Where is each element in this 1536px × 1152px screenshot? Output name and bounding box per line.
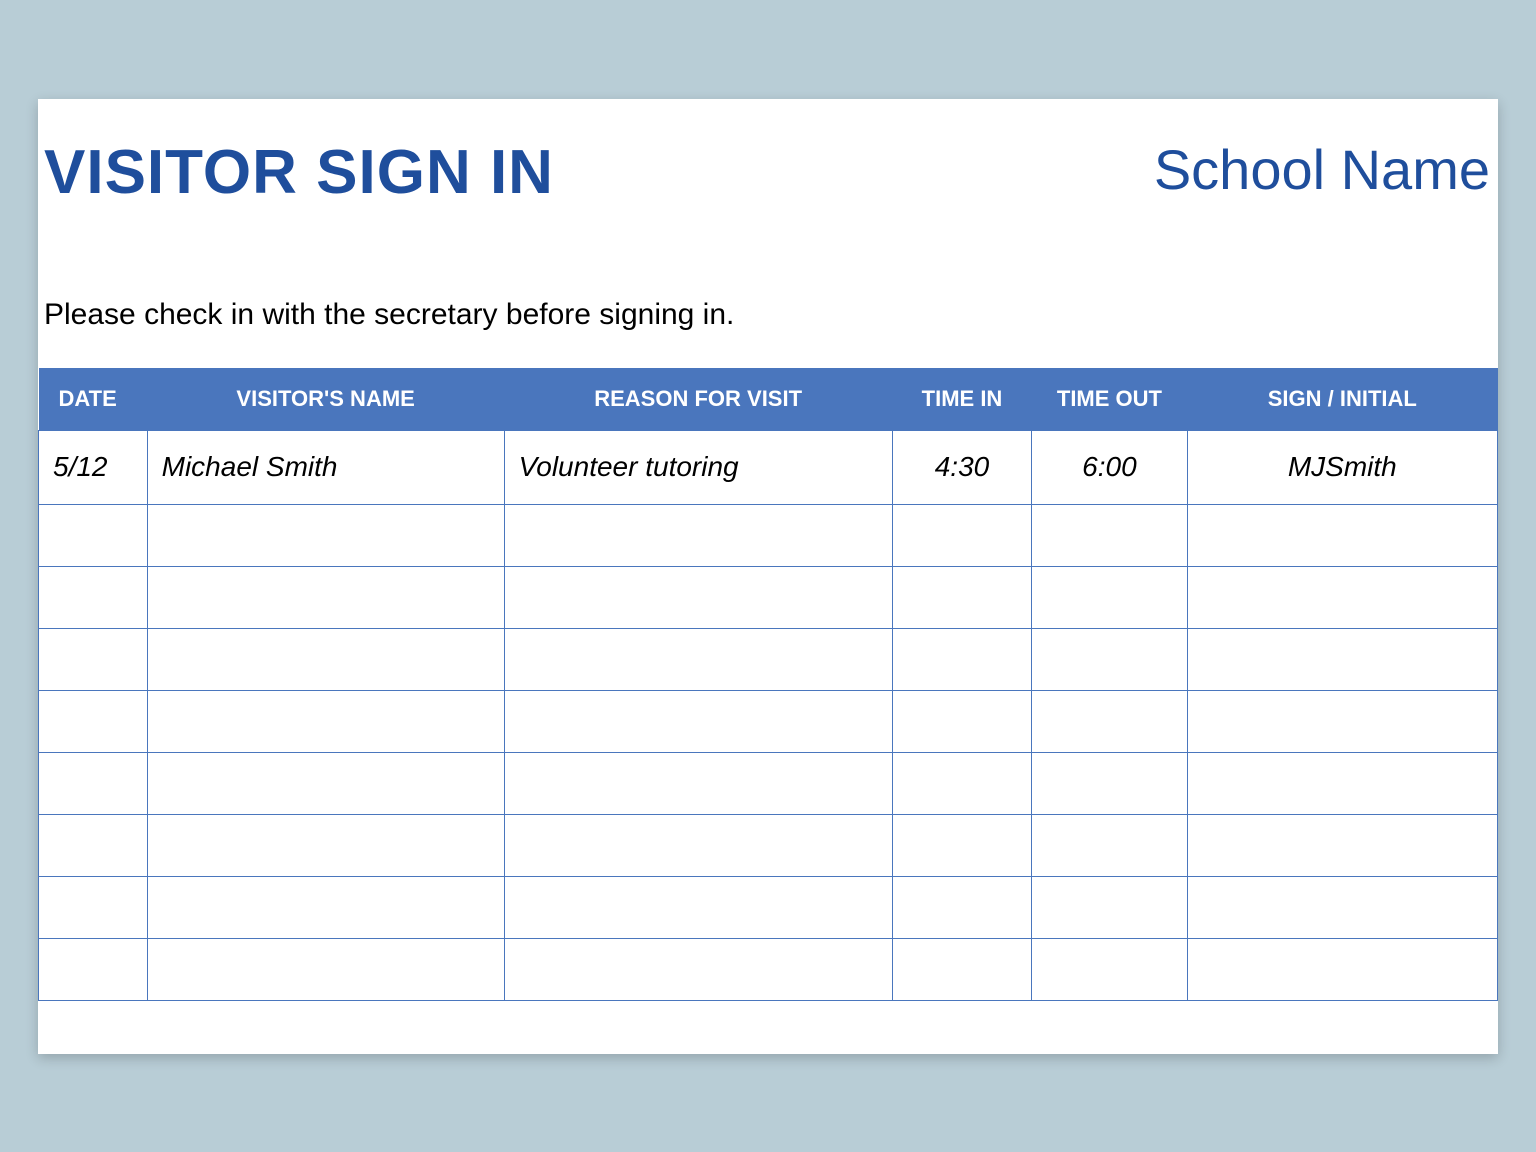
cell-name[interactable] bbox=[147, 814, 504, 876]
cell-date[interactable] bbox=[39, 938, 148, 1000]
cell-timeout[interactable] bbox=[1032, 628, 1187, 690]
cell-name[interactable] bbox=[147, 628, 504, 690]
col-header-date: DATE bbox=[39, 368, 148, 431]
cell-timein[interactable] bbox=[892, 876, 1032, 938]
cell-timeout[interactable] bbox=[1032, 504, 1187, 566]
table-body: 5/12 Michael Smith Volunteer tutoring 4:… bbox=[39, 430, 1498, 1000]
cell-timeout[interactable]: 6:00 bbox=[1032, 430, 1187, 504]
cell-reason[interactable]: Volunteer tutoring bbox=[504, 430, 892, 504]
cell-date[interactable] bbox=[39, 752, 148, 814]
cell-sign[interactable] bbox=[1187, 690, 1497, 752]
cell-timeout[interactable] bbox=[1032, 814, 1187, 876]
cell-reason[interactable] bbox=[504, 814, 892, 876]
table-row bbox=[39, 752, 1498, 814]
cell-timein[interactable] bbox=[892, 752, 1032, 814]
cell-date[interactable] bbox=[39, 814, 148, 876]
cell-date[interactable] bbox=[39, 690, 148, 752]
cell-date[interactable] bbox=[39, 504, 148, 566]
cell-timein[interactable] bbox=[892, 504, 1032, 566]
cell-sign[interactable]: MJSmith bbox=[1187, 430, 1497, 504]
table-row bbox=[39, 876, 1498, 938]
cell-name[interactable]: Michael Smith bbox=[147, 430, 504, 504]
table-row: 5/12 Michael Smith Volunteer tutoring 4:… bbox=[39, 430, 1498, 504]
cell-name[interactable] bbox=[147, 566, 504, 628]
cell-date[interactable]: 5/12 bbox=[39, 430, 148, 504]
school-name: School Name bbox=[1154, 137, 1490, 202]
table-row bbox=[39, 504, 1498, 566]
cell-reason[interactable] bbox=[504, 628, 892, 690]
cell-sign[interactable] bbox=[1187, 752, 1497, 814]
cell-date[interactable] bbox=[39, 566, 148, 628]
cell-reason[interactable] bbox=[504, 566, 892, 628]
cell-reason[interactable] bbox=[504, 504, 892, 566]
cell-timein[interactable] bbox=[892, 628, 1032, 690]
table-row bbox=[39, 814, 1498, 876]
cell-name[interactable] bbox=[147, 938, 504, 1000]
instruction-text: Please check in with the secretary befor… bbox=[38, 298, 1498, 332]
cell-reason[interactable] bbox=[504, 938, 892, 1000]
col-header-name: VISITOR'S NAME bbox=[147, 368, 504, 431]
col-header-sign: SIGN / INITIAL bbox=[1187, 368, 1497, 431]
header-row: VISITOR SIGN IN School Name bbox=[38, 137, 1498, 208]
cell-sign[interactable] bbox=[1187, 566, 1497, 628]
signin-sheet: VISITOR SIGN IN School Name Please check… bbox=[38, 99, 1498, 1054]
cell-timein[interactable] bbox=[892, 938, 1032, 1000]
table-row bbox=[39, 628, 1498, 690]
table-row bbox=[39, 566, 1498, 628]
cell-timein[interactable] bbox=[892, 566, 1032, 628]
visitor-table: DATE VISITOR'S NAME REASON FOR VISIT TIM… bbox=[38, 368, 1498, 1001]
table-row bbox=[39, 690, 1498, 752]
table-row bbox=[39, 938, 1498, 1000]
cell-timeout[interactable] bbox=[1032, 938, 1187, 1000]
col-header-reason: REASON FOR VISIT bbox=[504, 368, 892, 431]
page-title: VISITOR SIGN IN bbox=[44, 137, 554, 208]
col-header-timeout: TIME OUT bbox=[1032, 368, 1187, 431]
cell-timeout[interactable] bbox=[1032, 690, 1187, 752]
cell-sign[interactable] bbox=[1187, 628, 1497, 690]
cell-reason[interactable] bbox=[504, 752, 892, 814]
cell-timeout[interactable] bbox=[1032, 566, 1187, 628]
cell-sign[interactable] bbox=[1187, 814, 1497, 876]
cell-date[interactable] bbox=[39, 628, 148, 690]
cell-timein[interactable]: 4:30 bbox=[892, 430, 1032, 504]
cell-timeout[interactable] bbox=[1032, 752, 1187, 814]
cell-sign[interactable] bbox=[1187, 876, 1497, 938]
cell-timein[interactable] bbox=[892, 690, 1032, 752]
table-header-row: DATE VISITOR'S NAME REASON FOR VISIT TIM… bbox=[39, 368, 1498, 431]
cell-sign[interactable] bbox=[1187, 504, 1497, 566]
cell-name[interactable] bbox=[147, 504, 504, 566]
cell-reason[interactable] bbox=[504, 876, 892, 938]
cell-reason[interactable] bbox=[504, 690, 892, 752]
cell-timein[interactable] bbox=[892, 814, 1032, 876]
cell-sign[interactable] bbox=[1187, 938, 1497, 1000]
cell-name[interactable] bbox=[147, 690, 504, 752]
cell-date[interactable] bbox=[39, 876, 148, 938]
cell-name[interactable] bbox=[147, 752, 504, 814]
col-header-timein: TIME IN bbox=[892, 368, 1032, 431]
cell-timeout[interactable] bbox=[1032, 876, 1187, 938]
cell-name[interactable] bbox=[147, 876, 504, 938]
